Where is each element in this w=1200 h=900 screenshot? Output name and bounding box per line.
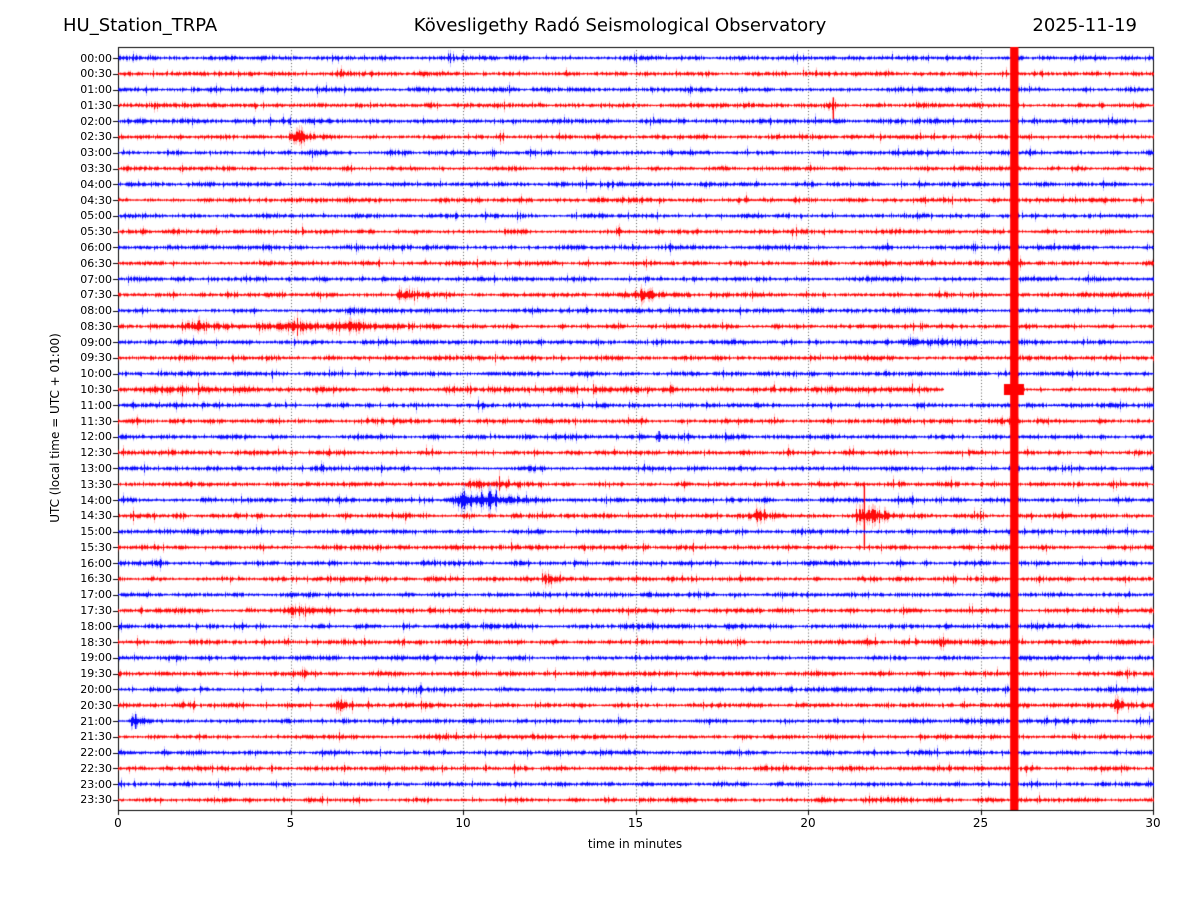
y-tick-label: 05:00 [80, 209, 112, 223]
y-tick-label: 22:30 [80, 761, 112, 775]
y-tick-label: 06:30 [80, 256, 112, 270]
y-tick-label: 08:30 [80, 319, 112, 333]
y-tick-label: 16:00 [80, 556, 112, 570]
x-tick-label: 10 [455, 816, 471, 830]
y-axis-label: UTC (local time = UTC + 01:00) [48, 333, 62, 523]
y-tick-label: 08:00 [80, 304, 112, 318]
x-tick-label: 0 [114, 816, 122, 830]
y-tick-label: 10:30 [80, 383, 112, 397]
x-tick-label: 25 [972, 816, 989, 830]
y-tick-label: 09:00 [80, 335, 112, 349]
observatory-title: Kövesligethy Radó Seismological Observat… [413, 15, 827, 36]
y-tick-label: 18:00 [80, 619, 112, 633]
y-tick-label: 21:30 [80, 730, 112, 744]
y-tick-label: 13:00 [80, 461, 112, 475]
y-tick-label: 16:30 [80, 572, 112, 586]
y-tick-label: 18:30 [80, 635, 112, 649]
y-tick-label: 14:00 [80, 493, 112, 507]
y-tick-label: 11:00 [80, 398, 112, 412]
y-tick-label: 15:30 [80, 540, 112, 554]
y-tick-label: 01:00 [80, 83, 112, 97]
x-tick-label: 20 [800, 816, 816, 830]
y-tick-label: 23:00 [80, 777, 112, 791]
y-tick-label: 13:30 [80, 477, 112, 491]
y-tick-label: 04:00 [80, 177, 112, 191]
y-tick-label: 19:30 [80, 667, 112, 681]
y-tick-label: 07:30 [80, 288, 112, 302]
y-tick-label: 05:30 [80, 225, 112, 239]
y-tick-label: 00:00 [80, 51, 112, 65]
y-tick-label: 04:30 [80, 193, 112, 207]
x-tick-label: 30 [1145, 816, 1161, 830]
y-tick-label: 17:30 [80, 604, 112, 618]
y-tick-label: 20:30 [80, 698, 112, 712]
y-tick-label: 03:30 [80, 162, 112, 175]
y-tick-label: 02:30 [80, 130, 112, 144]
y-tick-label: 01:30 [80, 98, 112, 112]
y-tick-label: 11:30 [80, 414, 112, 428]
y-tick-label: 09:30 [80, 351, 112, 365]
y-tick-label: 02:00 [80, 114, 112, 128]
y-tick-label: 23:30 [80, 793, 112, 807]
y-tick-label: 22:00 [80, 746, 112, 760]
y-tick-label: 07:00 [80, 272, 112, 286]
date-title: 2025-11-19 [1032, 15, 1137, 36]
y-tick-label: 19:00 [80, 651, 112, 665]
y-tick-label: 03:00 [80, 146, 112, 160]
y-tick-label: 10:00 [80, 367, 112, 381]
y-tick-label: 20:00 [80, 682, 112, 696]
y-tick-label: 00:30 [80, 67, 112, 81]
y-tick-label: 17:00 [80, 588, 112, 602]
y-tick-label: 21:00 [80, 714, 112, 728]
y-tick-label: 06:00 [80, 240, 112, 254]
station-title: HU_Station_TRPA [63, 15, 218, 36]
y-tick-label: 12:30 [80, 446, 112, 460]
y-tick-label: 14:30 [80, 509, 112, 523]
y-tick-label: 12:00 [80, 430, 112, 444]
y-tick-label: 15:00 [80, 525, 112, 539]
x-tick-label: 15 [627, 816, 644, 830]
x-tick-label: 5 [286, 816, 295, 830]
x-axis-label: time in minutes [587, 837, 683, 851]
